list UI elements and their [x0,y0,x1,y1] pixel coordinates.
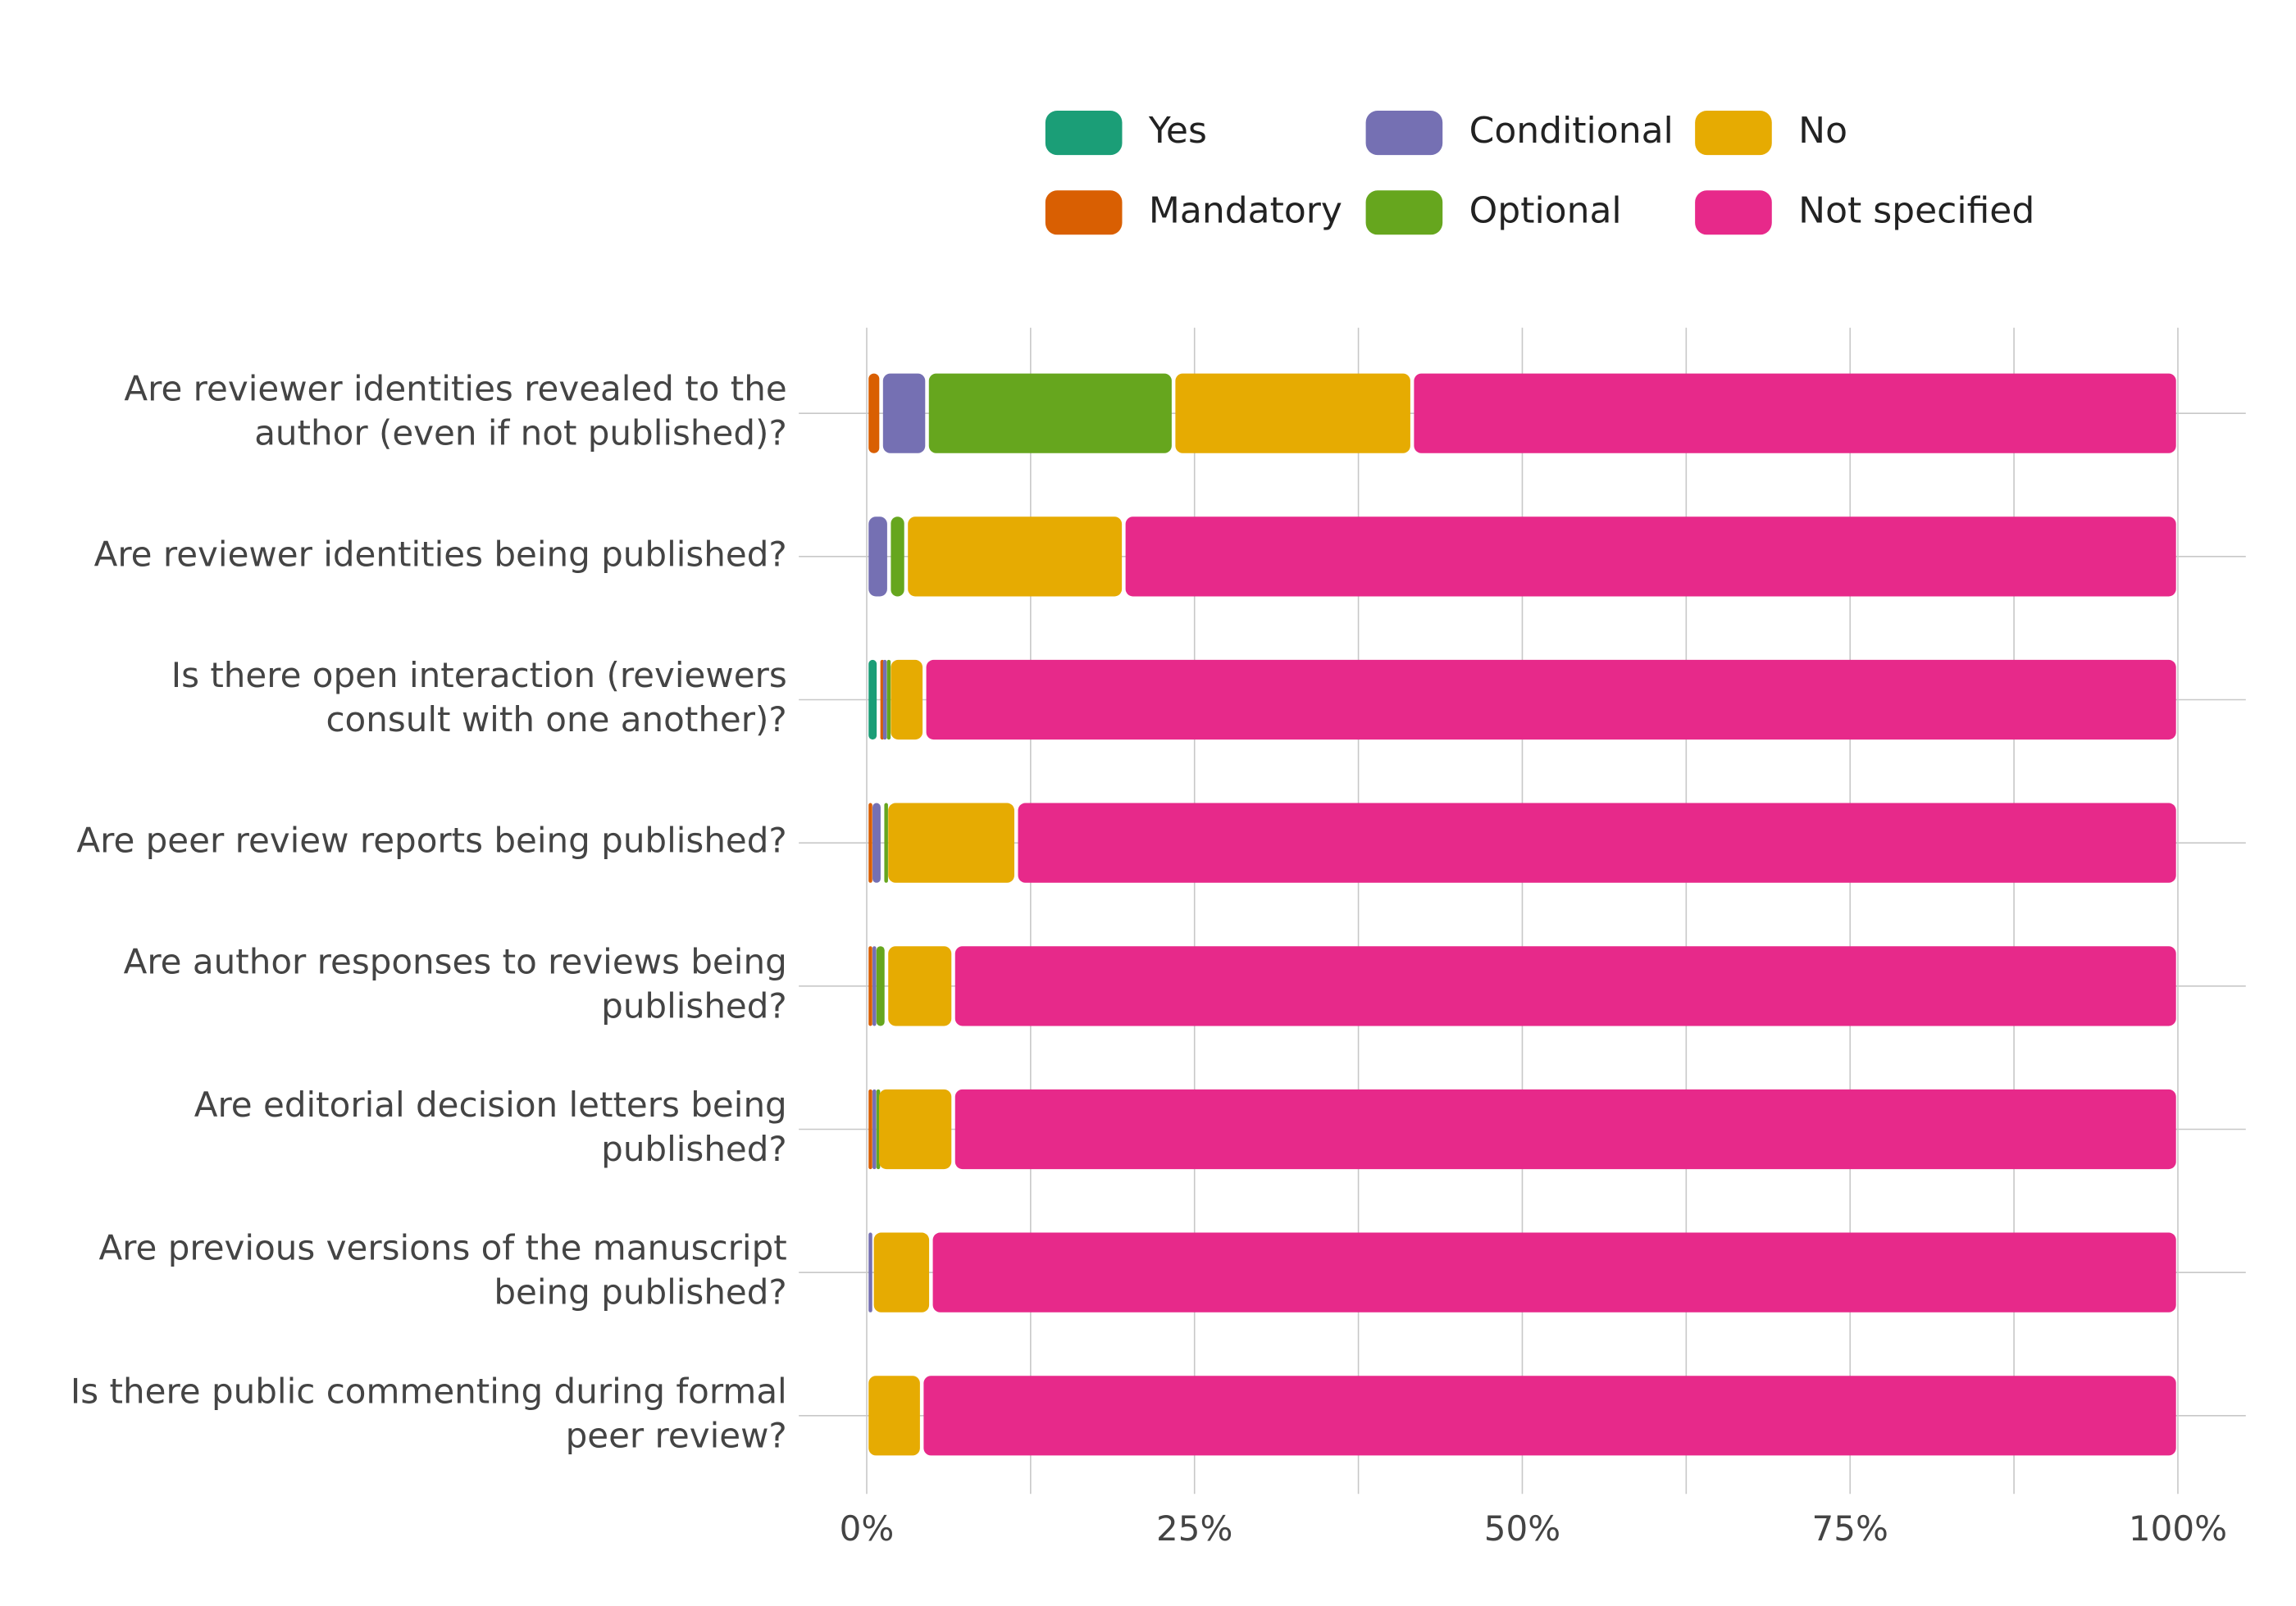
legend-item: Optional [1365,189,1622,235]
category-label: being published? [494,1272,786,1313]
category-label: Are author responses to reviews being [124,941,787,981]
x-axis-ticks: 0% 25% 50% 75% 100% [840,1508,2227,1549]
legend-label: Not specified [1798,189,2034,231]
legend-item: Not specified [1695,189,2034,235]
legend-item: Conditional [1365,110,1674,156]
x-tick-label: 50% [1484,1508,1560,1549]
legend-item: No [1695,110,1847,156]
bar-segment-not-specified [954,946,2176,1026]
legend-swatch [1695,190,1772,235]
category-label: published? [601,985,787,1026]
bar-segment-no [873,1232,930,1313]
bar-segment-mandatory [868,373,880,453]
bar-segment-not-specified [926,659,2176,740]
legend-swatch [1365,190,1443,235]
bar-segment-optional [928,373,1172,453]
bar-segment-mandatory [868,946,872,1026]
category-label: consult with one another)? [326,699,786,739]
category-label: Are previous versions of the manuscript [98,1228,786,1268]
bar-segment-no [891,659,923,740]
bar-segment-conditional [882,659,887,740]
bar-segment-no [908,516,1123,597]
bar-segment-optional [891,516,904,597]
bar-segment-not-specified [1414,373,2176,453]
bar-row [868,803,2176,883]
category-label: published? [601,1129,787,1169]
category-label: Are reviewer identities revealed to the [124,369,786,409]
bar-segment-conditional [872,946,877,1026]
x-tick-label: 0% [840,1508,895,1549]
bar-segment-conditional [872,803,881,883]
bar-segment-not-specified [923,1376,2176,1456]
bar-segment-not-specified [932,1232,2176,1313]
category-label: Is there public commenting during formal [71,1371,787,1411]
bar-segment-optional [884,803,888,883]
x-tick-label: 25% [1156,1508,1232,1549]
bar-row [868,1089,2176,1170]
bar-row [868,1232,2176,1313]
bar-row [868,946,2176,1026]
bar-segment-mandatory [868,803,872,883]
bar-segment-mandatory [868,1089,872,1170]
bar-segment-conditional [868,1232,872,1313]
category-labels: Are reviewer identities revealed to thea… [71,369,787,1456]
category-label: Are reviewer identities being published? [94,534,787,574]
legend-label: Mandatory [1149,189,1342,231]
bar-segment-not-specified [1018,803,2176,883]
bar-segment-not-specified [954,1089,2176,1170]
bar-segment-conditional [872,1089,877,1170]
legend-label: Optional [1469,189,1622,231]
x-tick-label: 100% [2129,1508,2227,1549]
grid-layer [799,327,2246,1495]
bar-row [868,516,2176,597]
category-label: Are editorial decision letters being [194,1085,787,1125]
legend-label: Conditional [1469,110,1674,152]
legend-swatch [1045,190,1123,235]
x-tick-label: 75% [1812,1508,1888,1549]
bar-row [868,1376,2176,1456]
bar-segment-yes [868,659,877,740]
bars-layer [868,373,2176,1456]
bar-segment-conditional [882,373,926,453]
bar-segment-no [868,1376,920,1456]
legend-swatch [1365,111,1443,156]
legend-swatch [1045,111,1123,156]
bar-segment-no [879,1089,952,1170]
bar-segment-optional [876,946,885,1026]
legend-swatch [1695,111,1772,156]
bar-segment-optional [886,659,891,740]
legend: Yes Mandatory Conditional Optional No Not spe… [1045,110,2034,235]
legend-item: Yes [1045,110,1207,156]
category-label: peer review? [566,1415,787,1455]
category-label: Is there open interaction (reviewers [171,655,787,695]
bar-segment-not-specified [1125,516,2176,597]
bar-row [868,659,2176,740]
bar-row [868,373,2176,453]
category-label: author (even if not published)? [254,413,787,453]
bar-segment-conditional [868,516,887,597]
bar-segment-no [888,803,1015,883]
legend-label: No [1798,110,1847,152]
legend-label: Yes [1148,110,1207,152]
bar-segment-no [1175,373,1410,453]
bar-segment-no [888,946,952,1026]
category-label: Are peer review reports being published? [76,821,786,861]
legend-item: Mandatory [1045,189,1342,235]
